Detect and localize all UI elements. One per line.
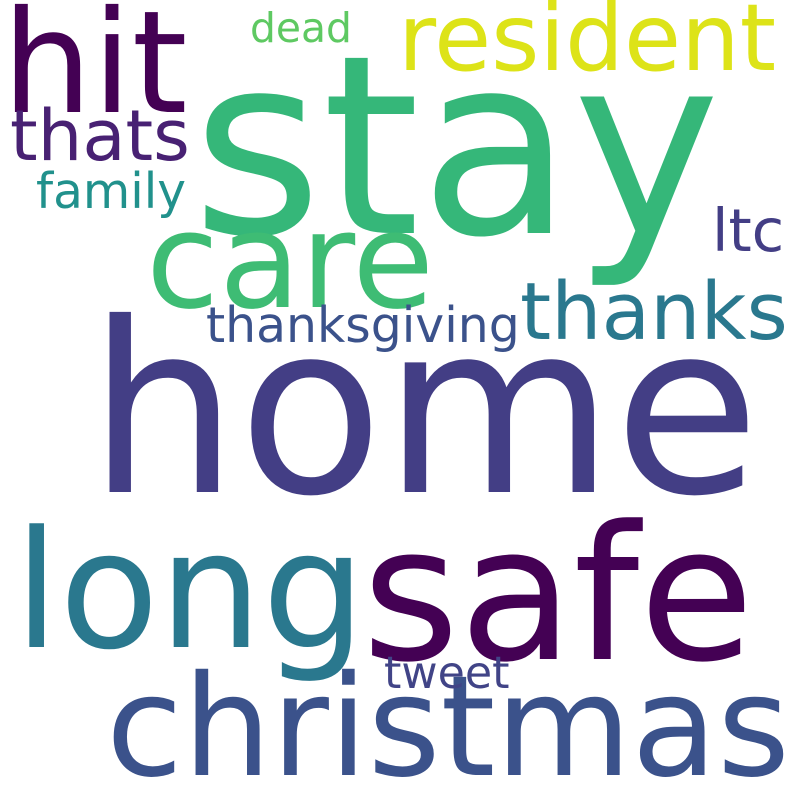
word-thats: thats	[10, 94, 190, 177]
word-family: family	[36, 163, 186, 220]
word-home: home	[88, 271, 760, 548]
word-safe: safe	[362, 486, 755, 704]
word-hit: hit	[2, 0, 188, 146]
word-long: long	[14, 496, 366, 686]
word-thanksgiving: thanksgiving	[206, 296, 520, 354]
word-care: care	[146, 184, 435, 339]
word-christmas: christmas	[106, 645, 791, 800]
word-dead: dead	[250, 3, 352, 52]
word-thanks: thanks	[520, 264, 788, 358]
word-tweet: tweet	[384, 648, 510, 699]
word-stay: stay	[192, 1, 721, 292]
word-ltc: ltc	[712, 195, 785, 265]
word-resident: resident	[398, 0, 777, 92]
